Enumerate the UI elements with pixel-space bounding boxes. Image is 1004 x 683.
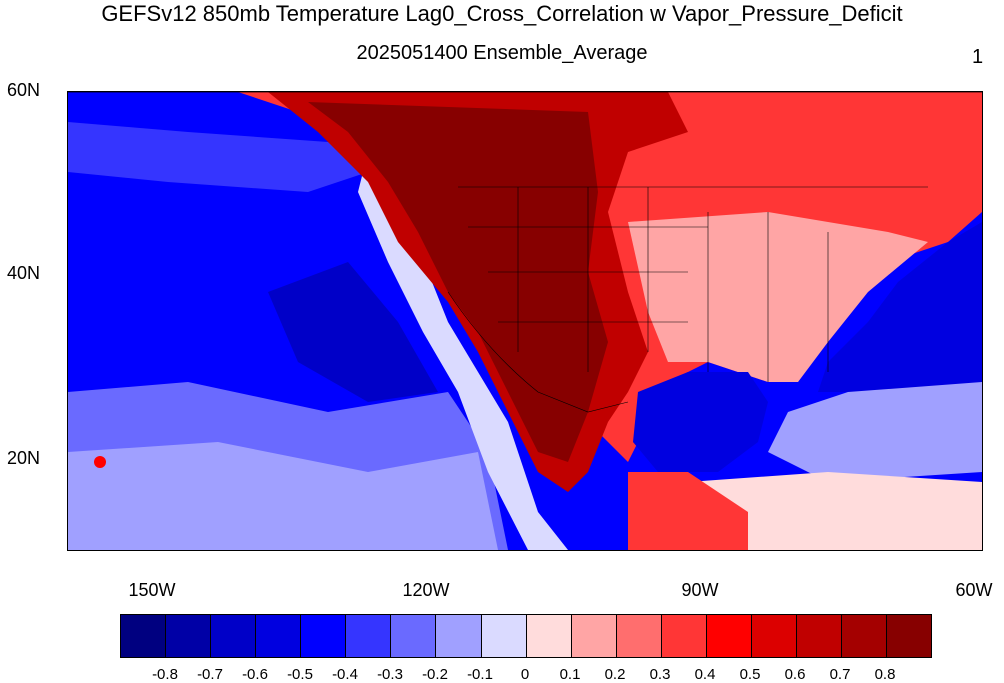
lon-label-150w: 150W [128,580,176,600]
colorbar-tick-label: -0.3 [377,666,403,683]
lon-label-90w: 90W [681,580,719,600]
colorbar-tick-label: 0.2 [604,666,626,683]
central-america [628,472,748,550]
atlantic-light [768,382,982,482]
colorbar-tick-label: -0.6 [242,666,268,683]
colorbar-swatch [751,615,797,657]
colorbar-tick-label: 0.5 [739,666,761,683]
colorbar-tick-label: 0 [520,666,530,683]
eastern-us-band [628,212,928,382]
colorbar-swatch [391,615,437,657]
colorbar-swatch [571,615,617,657]
colorbar-swatch [481,615,527,657]
colorbar-swatch [256,615,302,657]
hawaii-marker [94,456,106,468]
colorbar-tick-label: 0.6 [784,666,806,683]
gulf-of-mexico [633,372,768,472]
colorbar-tick-label: 0.7 [829,666,851,683]
colorbar-tick-label: 0.4 [694,666,716,683]
colorbar-tick-label: 0.1 [559,666,581,683]
lon-label-120w: 120W [402,580,450,600]
correlation-map [67,91,983,551]
north-pacific-band [68,122,368,192]
panel-number: 1 [972,46,984,68]
colorbar-swatch [706,615,752,657]
colorbar-swatch [301,615,347,657]
colorbar-swatch [616,615,662,657]
colorbar-tick-label: 0.8 [874,666,896,683]
colorbar-tick-label: -0.2 [422,666,448,683]
colorbar-swatch [661,615,707,657]
colorbar-tick-label: -0.5 [287,666,313,683]
western-max-corr [308,102,608,462]
colorbar-tick-label: 0.3 [649,666,671,683]
political-boundaries [447,186,928,413]
colorbar-tick-label: -0.4 [332,666,358,683]
south-pacific-light [68,442,498,550]
colorbar-swatch [436,615,482,657]
plot-subtitle: 2025051400 Ensemble_Average [356,42,648,64]
lat-label-40n: 40N [6,263,40,283]
colorbar-swatch [796,615,842,657]
caribbean-region [688,472,982,550]
colorbar-tick-label: -0.1 [467,666,493,683]
colorbar-swatch [166,615,212,657]
lat-label-60n: 60N [6,80,40,100]
colorbar-swatch [211,615,257,657]
colorbar-swatch [887,615,932,657]
colorbar-swatch [526,615,572,657]
plot-title: GEFSv12 850mb Temperature Lag0_Cross_Cor… [101,1,903,26]
lat-label-20n: 20N [6,448,40,468]
colorbar-swatch [121,615,167,657]
colorbar-tick-label: -0.7 [197,666,223,683]
atlantic-region [818,222,982,392]
lon-label-60w: 60W [955,580,993,600]
colorbar-swatch [842,615,888,657]
colorbar-tick-label: -0.8 [152,666,178,683]
map-canvas [68,92,982,550]
pacific-core [268,262,438,402]
colorbar-swatch [346,615,392,657]
colorbar [120,614,932,658]
